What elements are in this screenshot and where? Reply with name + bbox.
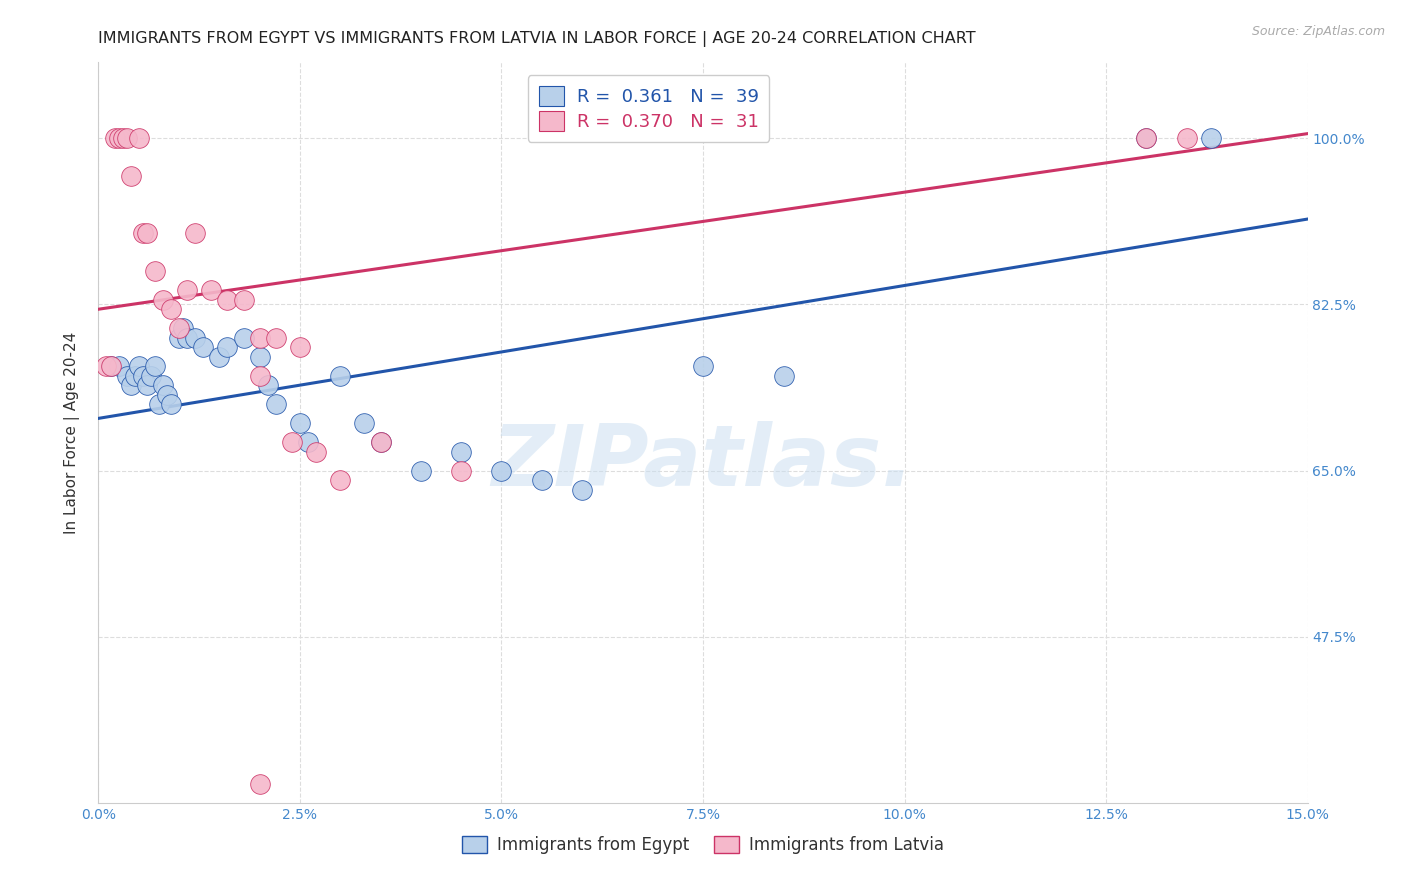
Point [232, 293, 254, 307]
Point [232, 331, 254, 345]
Point [120, 169, 142, 184]
Point [370, 435, 392, 450]
Legend: Immigrants from Egypt, Immigrants from Latvia: Immigrants from Egypt, Immigrants from L… [456, 830, 950, 861]
Point [193, 340, 215, 354]
Point [176, 283, 198, 297]
Point [152, 293, 174, 307]
Point [111, 131, 134, 145]
Point [107, 131, 129, 145]
Point [1135, 131, 1157, 145]
Point [772, 368, 794, 383]
Point [200, 283, 222, 297]
Point [132, 227, 155, 241]
Point [156, 387, 179, 401]
Point [135, 378, 157, 392]
Point [450, 464, 472, 478]
Point [530, 473, 553, 487]
Point [160, 302, 183, 317]
Point [450, 444, 472, 458]
Point [176, 331, 198, 345]
Point [132, 368, 155, 383]
Point [115, 131, 138, 145]
Point [115, 368, 138, 383]
Point [288, 340, 311, 354]
Point [571, 483, 593, 497]
Point [329, 368, 352, 383]
Point [208, 350, 231, 364]
Point [124, 368, 146, 383]
Point [288, 416, 311, 430]
Point [297, 435, 319, 450]
Point [120, 378, 142, 392]
Point [264, 397, 287, 411]
Point [100, 359, 122, 374]
Point [256, 378, 278, 392]
Point [100, 359, 122, 374]
Point [281, 435, 304, 450]
Point [143, 264, 166, 278]
Point [103, 131, 125, 145]
Point [370, 435, 392, 450]
Point [409, 464, 432, 478]
Point [96, 359, 118, 374]
Point [107, 359, 129, 374]
Point [143, 359, 166, 374]
Point [249, 331, 271, 345]
Point [217, 293, 239, 307]
Point [305, 444, 328, 458]
Point [148, 397, 170, 411]
Point [128, 131, 150, 145]
Point [128, 359, 150, 374]
Point [167, 321, 190, 335]
Point [135, 227, 157, 241]
Point [329, 473, 352, 487]
Y-axis label: In Labor Force | Age 20-24: In Labor Force | Age 20-24 [63, 332, 80, 533]
Point [1199, 131, 1222, 145]
Point [1175, 131, 1198, 145]
Point [264, 331, 287, 345]
Point [249, 350, 271, 364]
Point [172, 321, 194, 335]
Point [491, 464, 513, 478]
Point [139, 368, 162, 383]
Point [184, 331, 207, 345]
Point [160, 397, 183, 411]
Point [249, 777, 271, 791]
Text: ZIPatlas.: ZIPatlas. [492, 421, 914, 504]
Text: Source: ZipAtlas.com: Source: ZipAtlas.com [1251, 25, 1385, 38]
Point [353, 416, 375, 430]
Point [249, 368, 271, 383]
Point [184, 227, 207, 241]
Point [1135, 131, 1157, 145]
Point [692, 359, 714, 374]
Text: IMMIGRANTS FROM EGYPT VS IMMIGRANTS FROM LATVIA IN LABOR FORCE | AGE 20-24 CORRE: IMMIGRANTS FROM EGYPT VS IMMIGRANTS FROM… [98, 31, 976, 47]
Point [152, 378, 174, 392]
Point [217, 340, 239, 354]
Point [167, 331, 190, 345]
